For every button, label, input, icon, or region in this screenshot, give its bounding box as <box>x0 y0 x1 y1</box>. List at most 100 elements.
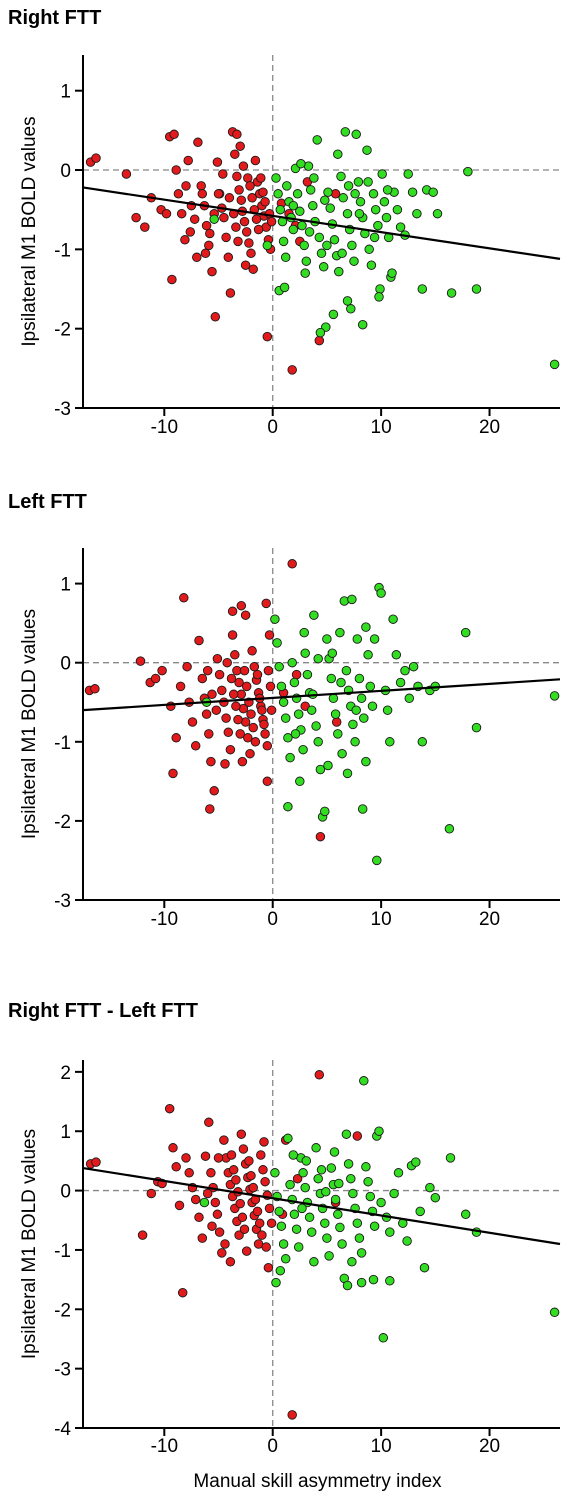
data-point-red <box>241 1246 252 1256</box>
data-point-red <box>227 630 238 640</box>
data-point-green <box>373 220 383 231</box>
data-point-red <box>206 756 216 767</box>
data-point-green <box>336 171 346 182</box>
y-tick-label: -3 <box>54 399 71 420</box>
data-point-green <box>280 713 291 723</box>
data-point-green <box>309 610 319 620</box>
data-point-green <box>339 596 350 606</box>
data-point-green <box>347 594 357 605</box>
data-point-red <box>223 727 234 738</box>
data-point-red <box>352 1131 363 1141</box>
data-point-green <box>302 669 313 680</box>
y-axis-label: Ipsilateral M1 BOLD values <box>19 116 40 346</box>
data-point-green <box>298 1168 308 1178</box>
data-point-green <box>326 1163 337 1173</box>
x-tick-label: 0 <box>267 1436 278 1457</box>
data-point-green <box>333 1209 343 1220</box>
data-point-red <box>257 705 267 715</box>
y-tick-label: -1 <box>54 733 71 754</box>
panel-title: Right FTT <box>8 7 101 29</box>
data-point-red <box>222 657 232 668</box>
x-tick-label: 10 <box>371 1436 392 1457</box>
data-point-red <box>184 1168 194 1178</box>
data-point-green <box>301 1156 312 1166</box>
data-point-red <box>206 1168 216 1178</box>
data-point-red <box>260 729 270 739</box>
data-point-green <box>273 189 283 199</box>
data-point-red <box>236 1129 247 1139</box>
data-point-green <box>320 806 330 817</box>
data-point-green <box>306 1227 317 1237</box>
data-point-red <box>171 165 181 175</box>
data-point-green <box>428 187 438 197</box>
data-point-red <box>252 1206 263 1217</box>
data-point-red <box>262 741 273 751</box>
data-point-red <box>193 137 203 148</box>
data-point-green <box>278 236 289 247</box>
data-point-green <box>357 804 368 814</box>
data-point-red <box>150 673 161 684</box>
data-point-green <box>280 252 291 263</box>
data-point-green <box>306 705 317 715</box>
data-point-red <box>183 155 193 166</box>
data-point-red <box>315 831 326 842</box>
data-point-green <box>323 187 333 197</box>
data-point-red <box>207 266 217 277</box>
data-point-red <box>140 222 150 232</box>
data-point-green <box>460 1209 471 1220</box>
data-point-green <box>370 204 381 215</box>
data-point-red <box>201 220 212 231</box>
x-tick-label: 0 <box>267 909 278 930</box>
data-point-green <box>381 212 392 223</box>
data-point-green <box>270 1168 280 1178</box>
data-point-green <box>395 677 406 688</box>
data-point-red <box>246 248 256 259</box>
data-point-green <box>293 1242 304 1252</box>
data-point-green <box>402 1236 412 1246</box>
data-point-green <box>283 801 293 812</box>
data-point-green <box>444 824 455 834</box>
data-point-green <box>356 693 367 704</box>
data-point-green <box>324 1251 334 1261</box>
data-point-red <box>182 661 192 672</box>
data-point-red <box>185 227 196 237</box>
data-point-green <box>291 1224 302 1234</box>
x-tick-label: 20 <box>479 417 500 438</box>
data-point-green <box>365 1191 376 1202</box>
data-point-green <box>404 693 415 704</box>
data-point-green <box>389 1188 399 1199</box>
x-tick-label: -10 <box>151 1436 178 1457</box>
data-point-red <box>171 1162 181 1172</box>
data-point-green <box>350 189 360 199</box>
data-point-green <box>199 1197 210 1208</box>
data-point-green <box>417 737 428 747</box>
data-point-red <box>212 1209 223 1220</box>
data-point-red <box>236 600 247 611</box>
data-point-red <box>194 635 204 646</box>
data-point-green <box>356 1248 367 1258</box>
data-point-green <box>415 1206 425 1217</box>
x-tick-label: 10 <box>371 909 392 930</box>
data-point-green <box>349 256 359 266</box>
data-point-green <box>341 1129 352 1139</box>
data-point-red <box>168 768 178 779</box>
data-point-red <box>200 1151 211 1161</box>
data-point-green <box>304 1212 315 1223</box>
data-point-green <box>430 1192 441 1203</box>
y-tick-label: 0 <box>60 1182 71 1203</box>
data-point-green <box>352 634 363 644</box>
data-point-red <box>233 714 243 725</box>
data-point-green <box>279 282 290 293</box>
data-point-green <box>280 1254 291 1264</box>
data-point-green <box>262 240 273 251</box>
data-point-green <box>333 729 343 739</box>
data-point-green <box>315 764 326 775</box>
data-point-green <box>347 1257 357 1267</box>
data-point-red <box>217 1248 227 1258</box>
data-point-red <box>180 235 190 245</box>
data-point-green <box>285 752 295 763</box>
data-point-red <box>211 705 222 715</box>
data-point-red <box>121 169 132 179</box>
data-point-green <box>403 169 413 179</box>
data-point-green <box>313 653 323 664</box>
